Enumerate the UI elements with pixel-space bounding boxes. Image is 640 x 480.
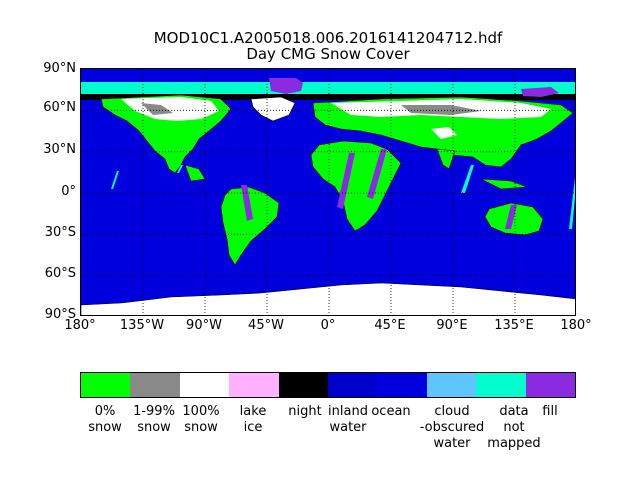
swatch-ocean <box>377 373 427 397</box>
antarctica-snow <box>81 282 575 315</box>
africa-fill-swath-1 <box>337 153 355 209</box>
colorbar-label-night: night <box>288 404 322 419</box>
north-america-partial-snow <box>141 103 173 115</box>
lat-label-0: 0° <box>61 184 76 199</box>
orbit-gap-swath-1 <box>111 171 119 189</box>
colorbar-label-inland-water: inland water <box>328 404 368 435</box>
lon-label-0: 0° <box>320 318 336 333</box>
indonesia-landmass <box>480 178 528 190</box>
night-band <box>81 94 575 100</box>
lat-label-90n: 90°N <box>43 61 76 76</box>
india-landmass <box>436 148 456 170</box>
not-mapped-band <box>81 82 575 94</box>
africa-fill-swath-2 <box>367 149 387 199</box>
swatch-cloud-obscured-water <box>426 373 477 397</box>
lat-label-30s: 30°S <box>44 225 76 240</box>
lon-label-45e: 45°E <box>374 318 406 333</box>
swatch-data-not-mapped <box>476 373 526 397</box>
snow-cover-map <box>81 69 575 315</box>
colorbar-label-cloud-obscured-water: cloud -obscured water <box>419 404 485 451</box>
colorbar-label-data-not-mapped: data not mapped <box>487 404 541 451</box>
swatch-fill <box>525 373 576 397</box>
lat-label-60n: 60°N <box>43 100 76 115</box>
lat-label-30n: 30°N <box>43 142 76 157</box>
australia-landmass <box>484 202 544 236</box>
south-america-landmass <box>220 186 280 266</box>
central-america-landmass <box>184 164 206 182</box>
south-america-fill-swath <box>241 185 253 221</box>
colorbar-label-ocean: ocean <box>371 404 411 419</box>
lon-label-180e: 180° <box>560 318 592 333</box>
siberia-fill-region <box>521 87 559 97</box>
swatch-lake-ice <box>229 373 279 397</box>
figure-subtitle: Day CMG Snow Cover <box>246 45 410 63</box>
lon-label-135e: 135°E <box>494 318 534 333</box>
lon-label-90e: 90°E <box>436 318 468 333</box>
orbit-gap-swath-4 <box>569 177 575 229</box>
colorbar <box>80 372 576 398</box>
colorbar-label-100-snow: 100% snow <box>182 404 220 435</box>
colorbar-label-lake-ice: lake ice <box>239 404 267 435</box>
north-america-snow <box>121 97 219 121</box>
orbit-gap-swath-3 <box>461 165 474 193</box>
lon-label-135w: 135°W <box>119 318 165 333</box>
graticule <box>81 69 575 315</box>
swatch-100-snow <box>179 373 230 397</box>
ocean-north-strip <box>81 69 575 82</box>
swatch-night <box>278 373 329 397</box>
lat-label-90s: 90°S <box>44 307 76 322</box>
swatch-inland-water <box>328 373 378 397</box>
colorbar-label-0-snow: 0% snow <box>88 404 122 435</box>
map-panel <box>80 68 576 316</box>
swatch-partial-snow <box>130 373 180 397</box>
lon-label-90w: 90°W <box>186 318 222 333</box>
colorbar-label-fill: fill <box>542 404 558 419</box>
greenland-fill-region <box>269 78 303 94</box>
lat-label-60s: 60°S <box>44 266 76 281</box>
orbit-gap-swath-2 <box>177 165 183 173</box>
colorbar-label-partial-snow: 1-99% snow <box>133 404 175 435</box>
lon-label-180w: 180° <box>64 318 96 333</box>
australia-fill-swath <box>505 205 517 229</box>
lon-label-45w: 45°W <box>248 318 284 333</box>
greenland-landmass <box>250 96 296 122</box>
himalaya-snow <box>431 127 457 139</box>
swatch-0-snow <box>81 373 131 397</box>
figure-title: MOD10C1.A2005018.006.2016141204712.hdf <box>153 29 503 47</box>
